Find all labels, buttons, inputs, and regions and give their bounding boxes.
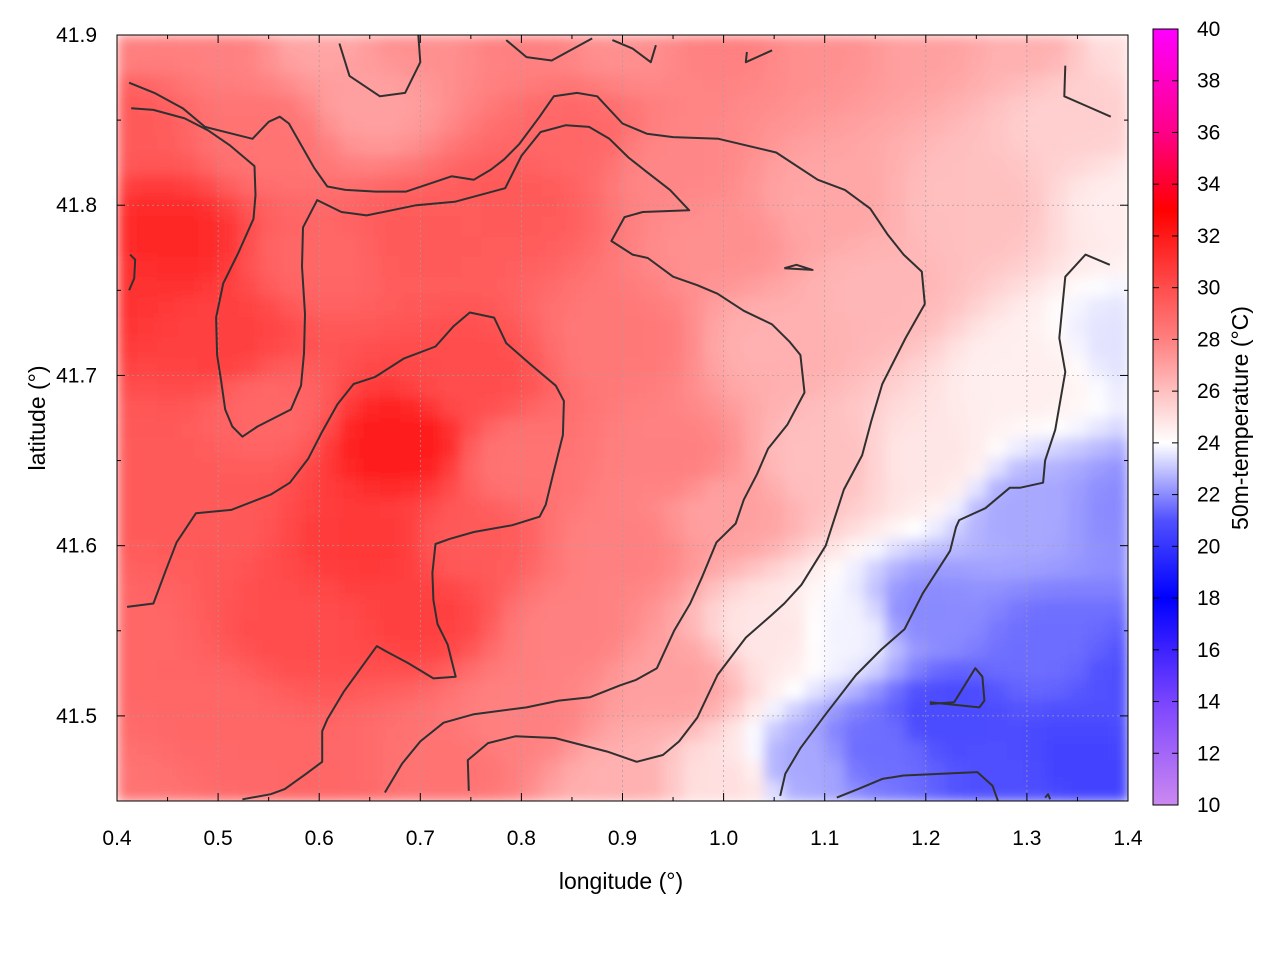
x-tick-label: 1.2	[911, 827, 940, 850]
colorbar-tick-label: 28	[1197, 328, 1220, 351]
colorbar-tick-label: 30	[1197, 277, 1220, 300]
contour-line-26	[505, 37, 593, 62]
colorbar-tick-label: 14	[1197, 691, 1221, 714]
contour-line-26	[338, 35, 422, 98]
y-tick-label: 41.9	[56, 24, 97, 47]
y-tick-label: 41.8	[56, 194, 97, 217]
colorbar-tick-label: 34	[1197, 173, 1221, 196]
x-axis-title: longitude (°)	[559, 868, 683, 894]
x-tick-label: 1.3	[1012, 827, 1041, 850]
y-tick-label: 41.5	[56, 705, 97, 728]
contour-line-28	[784, 263, 814, 271]
contour-line-26	[1044, 793, 1052, 800]
x-tick-label: 0.9	[608, 827, 637, 850]
colorbar-tick-label: 20	[1197, 535, 1220, 558]
x-tick-label: 0.8	[507, 827, 536, 850]
x-tick-label: 0.7	[406, 827, 435, 850]
axis-ticks: 0.4 0.5 0.6 0.7 0.8 0.9 1.0 1.1 1.2 1.3 1.4 41.5 41.…	[56, 24, 1143, 850]
colorbar-tick-label: 22	[1197, 484, 1220, 507]
y-tick-label: 41.6	[56, 535, 97, 558]
grid-lines	[117, 35, 1128, 801]
colorbar-tick-label: 18	[1197, 587, 1220, 610]
contour-line-26	[1063, 65, 1112, 118]
colorbar-tick-label: 10	[1197, 794, 1220, 817]
contour-line-32	[126, 311, 565, 801]
x-tick-label: 0.6	[305, 827, 334, 850]
colorbar-tick-label: 26	[1197, 380, 1220, 403]
contour-line-26	[836, 771, 1000, 801]
heatmap-field	[117, 35, 1128, 801]
colorbar-tick-label: 36	[1197, 121, 1220, 144]
contour-line-26	[779, 253, 1111, 797]
colorbar-tick-label: 38	[1197, 70, 1220, 93]
contour-line-30	[131, 107, 806, 794]
colorbar-tick-label: 32	[1197, 225, 1220, 248]
colorbar-tick-label: 24	[1197, 432, 1221, 455]
x-tick-label: 1.4	[1113, 827, 1143, 850]
colorbar-tick-label: 16	[1197, 639, 1220, 662]
contour-lines	[126, 35, 1112, 801]
x-tick-label: 0.4	[102, 827, 132, 850]
colorbar	[1152, 28, 1179, 806]
y-axis-title: latitude (°)	[24, 365, 50, 470]
colorbar-tick-label: 40	[1197, 18, 1220, 41]
colorbar-title: 50m-temperature (°C)	[1227, 306, 1253, 530]
x-tick-label: 0.5	[203, 827, 232, 850]
contour-line-26	[744, 49, 773, 64]
x-tick-label: 1.1	[810, 827, 839, 850]
contour-line-26	[929, 667, 986, 709]
y-tick-label: 41.7	[56, 364, 97, 387]
contour-line-28	[128, 81, 926, 791]
x-tick-label: 1.0	[709, 827, 738, 850]
contour-line-30	[128, 253, 137, 291]
colorbar-tick-label: 12	[1197, 742, 1220, 765]
contour-line-26	[612, 39, 657, 64]
colorbar-ticks: 10 12 14 16 18 20 22 24 26 28 30 32 34 36 38 40	[1153, 18, 1221, 817]
